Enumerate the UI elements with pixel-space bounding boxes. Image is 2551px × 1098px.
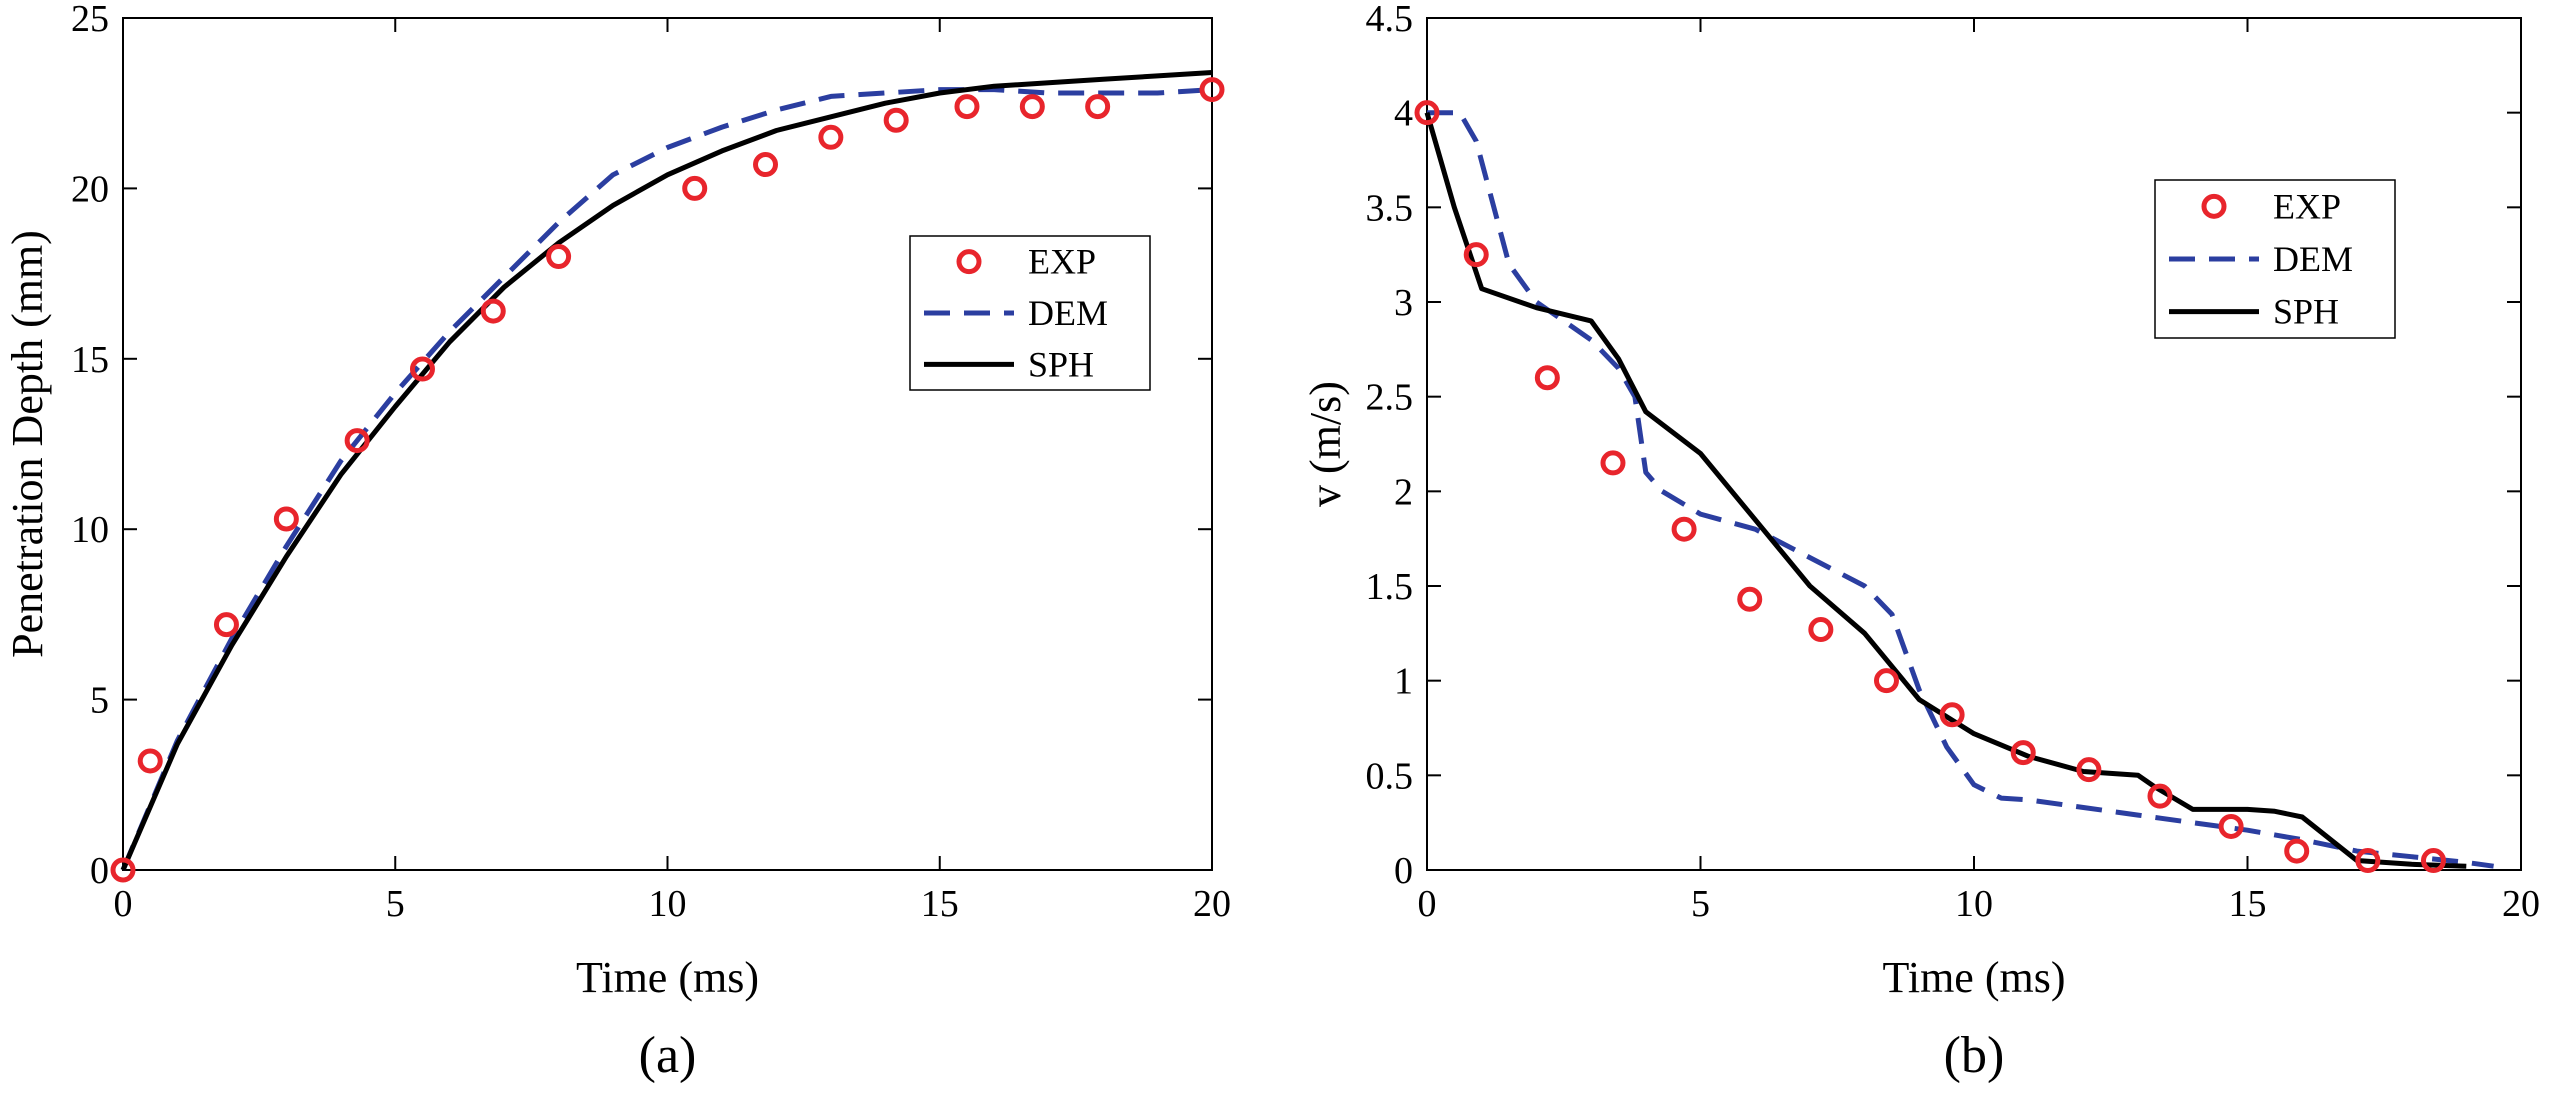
exp-marker (1873, 668, 1899, 694)
legend-label-dem: DEM (2273, 239, 2353, 279)
x-tick-label: 0 (114, 883, 133, 925)
x-tick-label: 5 (1691, 883, 1710, 925)
dem-line (1427, 110, 2494, 869)
y-tick-label: 20 (71, 168, 109, 210)
exp-marker (546, 244, 572, 270)
x-tick-label: 20 (1193, 883, 1231, 925)
exp-marker (753, 152, 779, 178)
exp-marker (1463, 242, 1489, 268)
series-dem (1427, 110, 2494, 869)
panel-label: (b) (1944, 1027, 2005, 1084)
exp-marker (273, 506, 299, 532)
chart-panel-1: 0 5 10 15 20 0 5 10 15 20 25 Time (ms) Penetration D… (3, 0, 1231, 1084)
series-sph (1424, 112, 2467, 869)
exp-marker (2218, 813, 2244, 839)
y-tick-label: 2 (1394, 471, 1413, 513)
exp-marker (682, 175, 708, 201)
exp-marker (213, 612, 239, 638)
y-tick-label: 25 (71, 0, 109, 40)
exp-marker (1600, 450, 1626, 476)
x-axis-label: Time (ms) (576, 953, 759, 1002)
series-sph (120, 70, 1213, 871)
exp-marker (2355, 848, 2381, 874)
chart-panel-2: 0 5 10 15 20 0 0.5 1 1.5 2 2.5 3 3.5 4 4.5 Time (ms) v (… (1301, 0, 2540, 1084)
exp-marker (1808, 617, 1834, 643)
exp-marker (2147, 783, 2173, 809)
exp-marker (110, 857, 136, 883)
panel-label: (a) (639, 1027, 697, 1084)
y-tick-label: 0 (90, 850, 109, 892)
legend-label-sph: SPH (1028, 344, 1094, 384)
exp-marker (1534, 365, 1560, 391)
x-tick-label: 0 (1418, 883, 1437, 925)
y-tick-label: 0.5 (1366, 755, 1414, 797)
x-tick-label: 15 (2229, 883, 2267, 925)
sph-line (120, 70, 1213, 871)
legend-label-sph: SPH (2273, 292, 2339, 332)
exp-marker (1085, 94, 1111, 120)
x-tick-label: 10 (1955, 883, 1993, 925)
legend-label-exp: EXP (1028, 242, 1096, 282)
exp-marker (954, 94, 980, 120)
y-tick-label: 4 (1394, 93, 1413, 135)
exp-marker (344, 428, 370, 454)
exp-marker (137, 748, 163, 774)
y-tick-label: 3 (1394, 282, 1413, 324)
y-axis-label: v (m/s) (1301, 381, 1350, 507)
exp-marker (480, 298, 506, 324)
series-dem (120, 87, 1213, 871)
sph-line (1424, 112, 2467, 869)
exp-marker (2284, 838, 2310, 864)
y-tick-label: 1.5 (1366, 566, 1414, 608)
exp-marker (1939, 702, 1965, 728)
legend-label-dem: DEM (1028, 293, 1108, 333)
exp-marker (1671, 516, 1697, 542)
exp-marker (883, 107, 909, 133)
y-tick-label: 0 (1394, 850, 1413, 892)
exp-marker (1199, 77, 1225, 103)
legend-marker-exp (956, 249, 982, 275)
y-tick-label: 2.5 (1366, 377, 1414, 419)
legend: EXP DEM SPH (2154, 179, 2396, 339)
y-axis-label: Penetration Depth (mm) (3, 230, 52, 658)
exp-marker (818, 124, 844, 150)
dem-line (120, 87, 1213, 871)
y-tick-label: 4.5 (1366, 0, 1414, 40)
exp-marker (2010, 740, 2036, 766)
x-axis-label: Time (ms) (1883, 953, 2066, 1002)
exp-marker (1737, 586, 1763, 612)
series-exp (110, 77, 1225, 883)
exp-marker (2076, 757, 2102, 783)
y-tick-label: 3.5 (1366, 187, 1414, 229)
x-tick-label: 15 (921, 883, 959, 925)
exp-marker (1019, 94, 1045, 120)
exp-marker (2420, 848, 2446, 874)
x-tick-label: 10 (649, 883, 687, 925)
exp-marker (409, 356, 435, 382)
y-tick-label: 15 (71, 339, 109, 381)
series-exp (1414, 100, 2446, 874)
y-tick-label: 1 (1394, 661, 1413, 703)
legend-marker-exp (2201, 193, 2227, 219)
exp-marker (1414, 100, 1440, 126)
y-tick-label: 5 (90, 680, 109, 722)
y-tick-label: 10 (71, 509, 109, 551)
x-tick-label: 20 (2502, 883, 2540, 925)
legend-label-exp: EXP (2273, 186, 2341, 226)
x-tick-label: 5 (386, 883, 405, 925)
plot-frame (1426, 17, 2522, 871)
legend: EXP DEM SPH (909, 235, 1151, 391)
